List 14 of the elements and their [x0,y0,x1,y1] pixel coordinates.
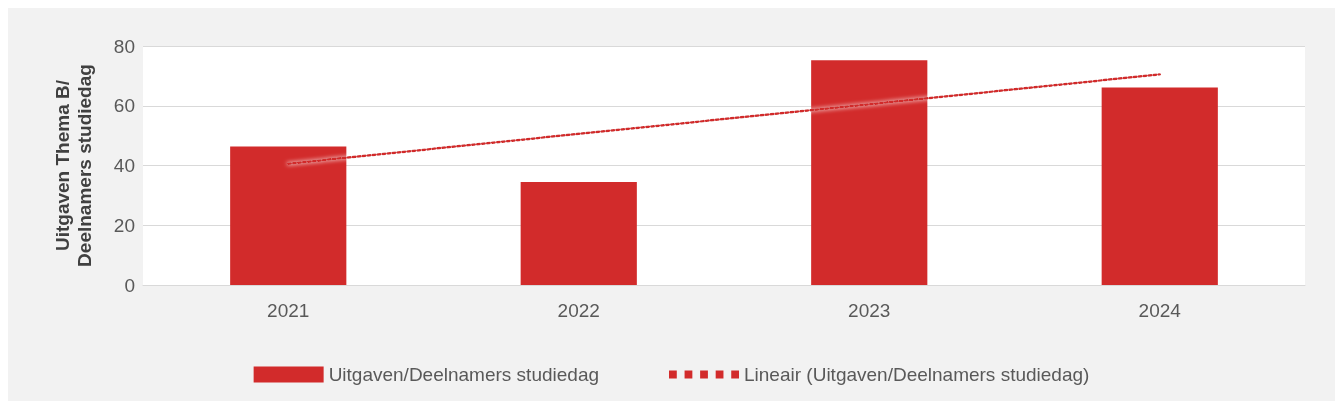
x-tick-label: 2024 [1138,300,1182,321]
x-tick-label: 2021 [267,300,310,321]
x-tick-label: 2023 [848,300,891,321]
bar [520,181,637,285]
y-tick-label: 40 [113,155,135,176]
bar [1101,87,1218,285]
y-tick-label: 0 [124,274,135,296]
y-tick-label: 80 [113,35,135,57]
y-tick-label: 60 [113,95,135,117]
x-tick-label: 2022 [557,300,600,321]
y-tick-label: 20 [113,214,135,236]
legend-label: Uitgaven/Deelnamers studiedag [328,364,600,385]
y-axis-title: Uitgaven Thema B/ Deelnamers studiedag [51,64,95,267]
legend-label: Lineair (Uitgaven/Deelnamers studiedag) [744,364,1090,385]
